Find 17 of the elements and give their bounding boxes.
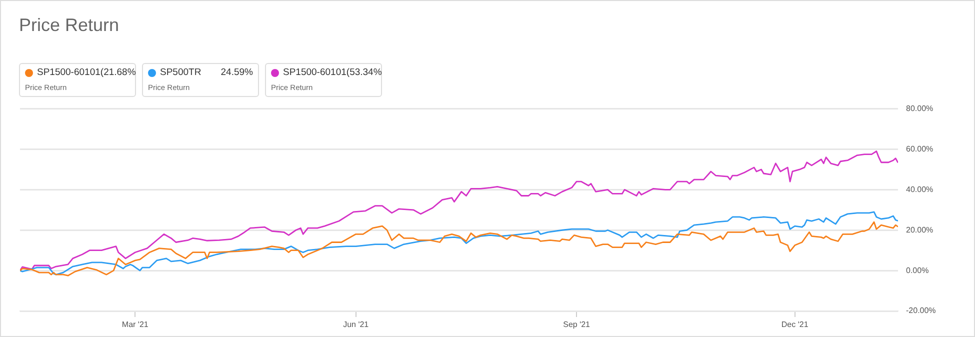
text: 24.59% [220,67,253,78]
x-tick-label: Sep '21 [563,320,591,330]
x-tick-label: Jun '21 [343,320,370,330]
x-tick-label: Dec '21 [781,320,809,330]
chart-title: Price Return [19,15,120,36]
x-tick-label: Mar '21 [122,320,149,330]
y-tick-label: 20.00% [906,225,934,234]
legend-label: SP1500-60101( [37,67,104,78]
legend-label: SP1500-60101( [283,67,350,78]
y-tick-label: 80.00% [906,104,934,114]
y-tick-label: 0.00% [906,266,929,275]
y-tick-label: 60.00% [906,144,934,154]
legend-label: SP500TR [160,67,202,78]
text: 21.68% [104,67,136,78]
y-tick-label: 40.00% [906,184,934,194]
y-tick-label: -20.00% [906,306,936,316]
text: 53.34% [350,67,382,78]
